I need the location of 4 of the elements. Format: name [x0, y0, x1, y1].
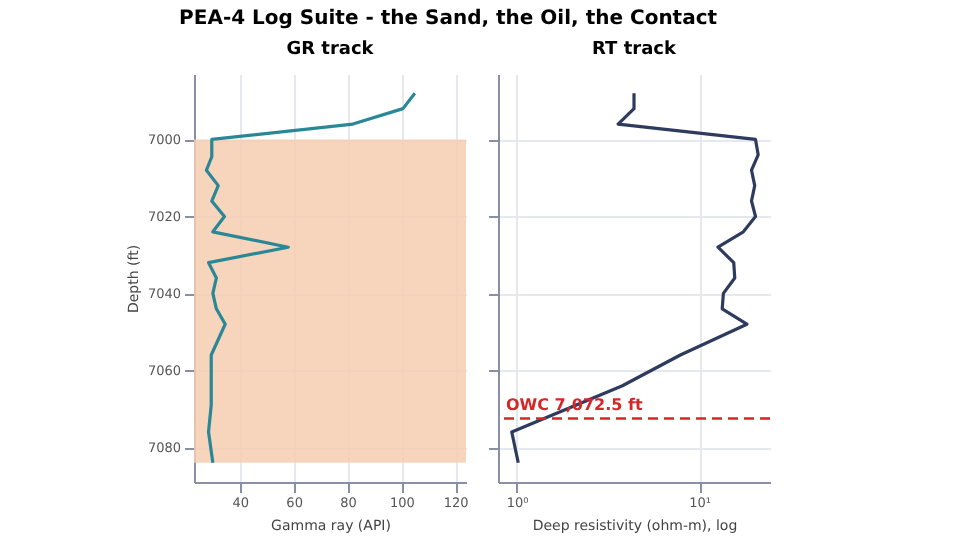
chart-subtitle: GR track: [286, 40, 376, 60]
chart-subtitle: RT track: [592, 40, 678, 60]
chart-title: PEA-4 Log Suite - the Sand, the Oil, the Contact: [179, 8, 718, 30]
line-series: [204, 91, 417, 465]
